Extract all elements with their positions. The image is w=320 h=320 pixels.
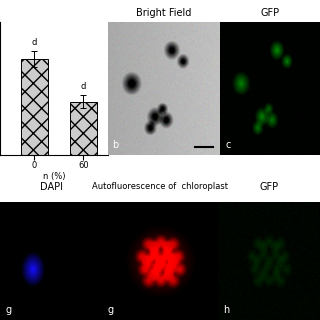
Text: GFP: GFP <box>260 8 280 18</box>
Text: c: c <box>225 140 230 150</box>
Text: GFP: GFP <box>260 182 279 192</box>
Text: d: d <box>81 82 86 91</box>
X-axis label: n (%): n (%) <box>43 172 65 180</box>
Text: Bright Field: Bright Field <box>136 8 192 18</box>
Bar <box>70 102 97 155</box>
Text: DAPI: DAPI <box>40 182 63 192</box>
Text: g: g <box>5 305 11 315</box>
Text: g: g <box>108 305 114 315</box>
Text: d: d <box>32 38 37 47</box>
Bar <box>21 59 48 155</box>
Text: Autofluorescence of  chloroplast: Autofluorescence of chloroplast <box>92 182 228 191</box>
Text: b: b <box>113 140 119 150</box>
Text: h: h <box>223 305 229 315</box>
